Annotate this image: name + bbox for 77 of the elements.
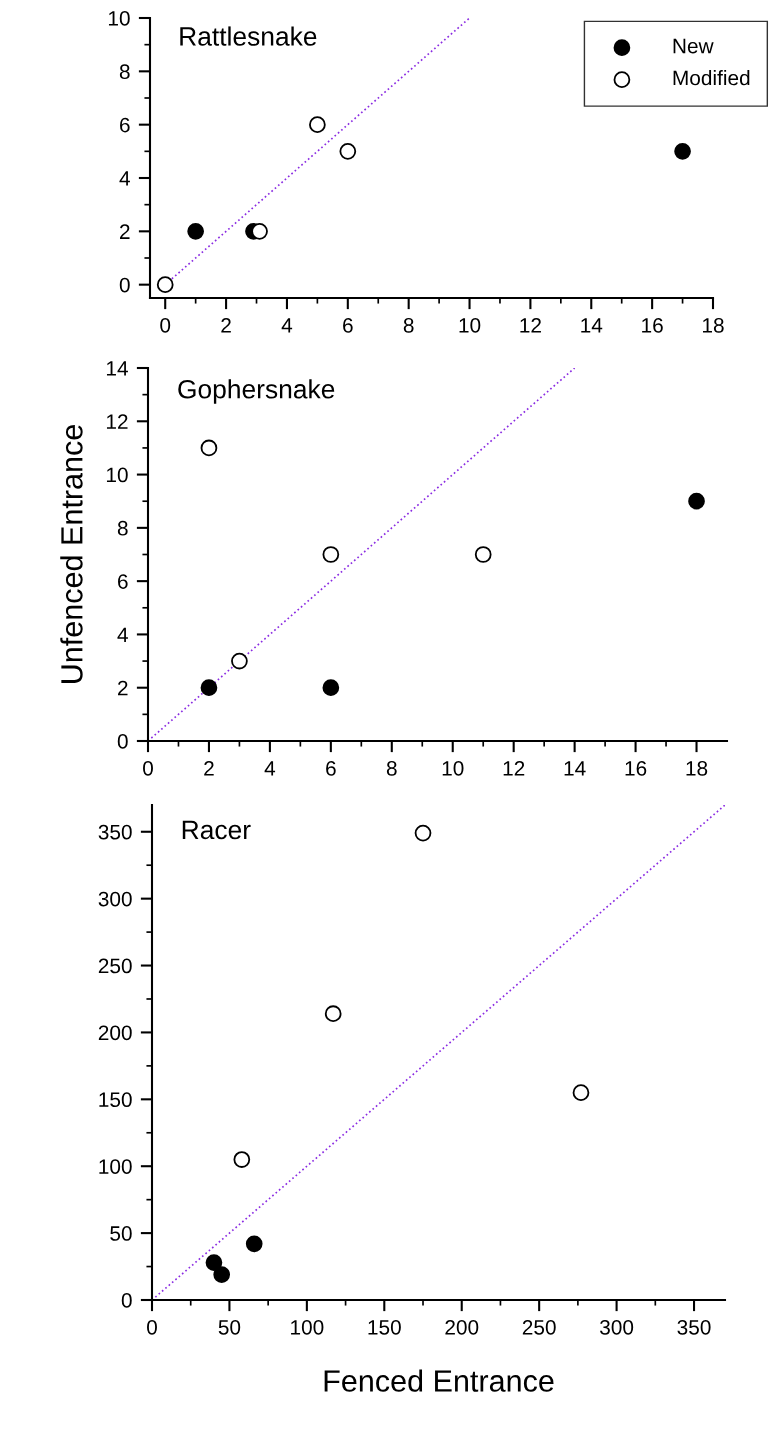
y-tick-label: 12: [106, 414, 128, 429]
y-tick-label: 6: [120, 117, 130, 133]
x-tick-label: 150: [368, 1319, 401, 1335]
x-tick-label: 16: [625, 760, 647, 776]
point: [572, 1084, 590, 1101]
point: [324, 1005, 342, 1023]
y-tick-label: 350: [98, 824, 132, 840]
x-tick-label: 0: [147, 1319, 157, 1335]
point: [309, 116, 326, 134]
x-tick-label: 8: [403, 317, 414, 333]
point: [339, 142, 357, 160]
x-tick-label: 10: [459, 317, 481, 333]
x-tick-label: 2: [204, 760, 214, 776]
point: [245, 1235, 263, 1253]
x-tick-label: 18: [703, 317, 724, 333]
x-tick-label: 200: [445, 1319, 479, 1335]
y-tick-label: 14: [106, 361, 128, 376]
chart-title: Rattlesnake: [180, 26, 317, 46]
x-tick-label: 18: [686, 760, 708, 776]
y-tick-label: 2: [120, 224, 130, 239]
point: [187, 222, 205, 240]
x-tick-label: 6: [343, 317, 353, 333]
chart-title: Gophersnake: [178, 379, 335, 404]
point: [674, 142, 691, 160]
legend-label: Modified: [673, 70, 750, 86]
point: [233, 1151, 251, 1168]
y-axis-title: Unfenced Entrance: [60, 425, 83, 683]
y-tick-label: 250: [98, 958, 132, 974]
point: [322, 546, 340, 563]
y-tick-label: 4: [117, 627, 128, 642]
chart-title: Racer: [182, 820, 251, 840]
point: [200, 439, 218, 457]
x-tick-label: 4: [281, 318, 293, 333]
point: [251, 222, 268, 240]
y-tick-label: 10: [106, 467, 128, 483]
x-tick-label: 16: [642, 317, 663, 333]
y-tick-label: 100: [99, 1159, 132, 1174]
point: [231, 652, 248, 670]
point: [156, 276, 174, 294]
point: [205, 1254, 223, 1271]
point: [414, 824, 432, 842]
legend-label: New: [673, 38, 714, 54]
y-tick-label: 2: [118, 680, 128, 696]
y-tick-label: 50: [110, 1226, 132, 1241]
y-tick-label: 0: [119, 277, 130, 293]
y-tick-label: 8: [119, 64, 130, 80]
y-tick-label: 6: [118, 574, 128, 589]
x-tick-label: 6: [326, 760, 336, 776]
x-tick-label: 100: [291, 1319, 324, 1335]
x-axis-title: Fenced Entrance: [324, 1369, 554, 1392]
x-tick-label: 4: [264, 761, 276, 776]
y-tick-label: 300: [98, 891, 132, 907]
x-tick-label: 300: [600, 1319, 634, 1335]
x-tick-label: 12: [520, 317, 541, 333]
x-tick-label: 14: [564, 761, 586, 776]
point: [688, 492, 705, 510]
point: [200, 679, 218, 697]
x-tick-label: 0: [143, 760, 153, 776]
point: [474, 546, 492, 563]
y-tick-label: 0: [121, 1293, 132, 1308]
y-tick-label: 150: [99, 1092, 132, 1108]
y-tick-label: 200: [98, 1025, 132, 1041]
x-tick-label: 50: [218, 1319, 241, 1335]
point: [322, 679, 340, 697]
y-tick-label: 8: [117, 520, 128, 536]
y-tick-label: 0: [117, 734, 128, 749]
x-tick-label: 10: [442, 760, 464, 776]
x-tick-label: 12: [503, 760, 525, 776]
x-tick-label: 350: [677, 1319, 711, 1335]
point: [213, 1266, 231, 1283]
x-tick-label: 8: [386, 760, 397, 776]
y-tick-label: 4: [119, 171, 130, 186]
x-tick-label: 0: [160, 317, 171, 333]
x-tick-label: 2: [221, 317, 231, 333]
x-tick-label: 250: [522, 1319, 556, 1335]
x-tick-label: 14: [581, 318, 603, 333]
y-tick-label: 10: [108, 11, 130, 26]
